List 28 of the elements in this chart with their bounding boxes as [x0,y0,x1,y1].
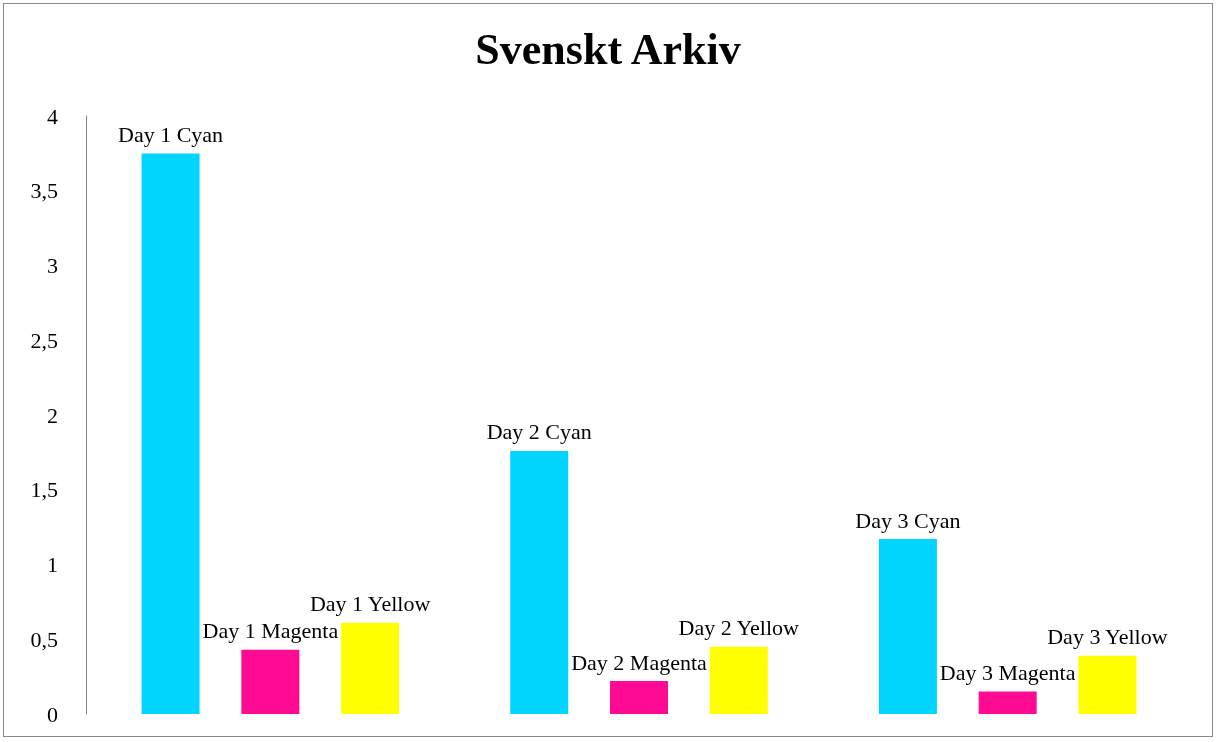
chart-title: Svenskt Arkiv [475,24,741,74]
y-tick-label: 4 [47,103,58,129]
bar [978,691,1037,714]
bar [709,646,768,714]
data-label: Day 1 Cyan [118,121,224,147]
y-tick-label: 3,5 [30,178,58,204]
y-tick-label: 2 [47,402,58,428]
data-label: Day 3 Yellow [1047,624,1168,650]
y-tick-label: 2,5 [30,327,58,353]
data-label: Day 1 Magenta [202,618,339,644]
bar [1078,655,1137,714]
y-tick-label: 1,5 [30,477,58,503]
bar [610,681,668,714]
y-tick-label: 3 [47,253,58,278]
y-tick-label: 0,5 [30,626,58,652]
y-tick-label: 1 [47,552,58,577]
bar [241,649,300,714]
data-label: Day 2 Magenta [571,649,708,675]
bar [341,622,400,714]
bar [510,450,569,714]
bar [878,539,937,714]
y-tick-label: 0 [47,701,58,727]
data-label: Day 2 Cyan [486,419,592,445]
data-label: Day 3 Cyan [855,507,961,533]
data-label: Day 1 Yellow [309,591,431,617]
bar [141,153,200,714]
data-label: Day 2 Yellow [678,615,800,641]
data-label: Day 3 Magenta [939,660,1076,686]
